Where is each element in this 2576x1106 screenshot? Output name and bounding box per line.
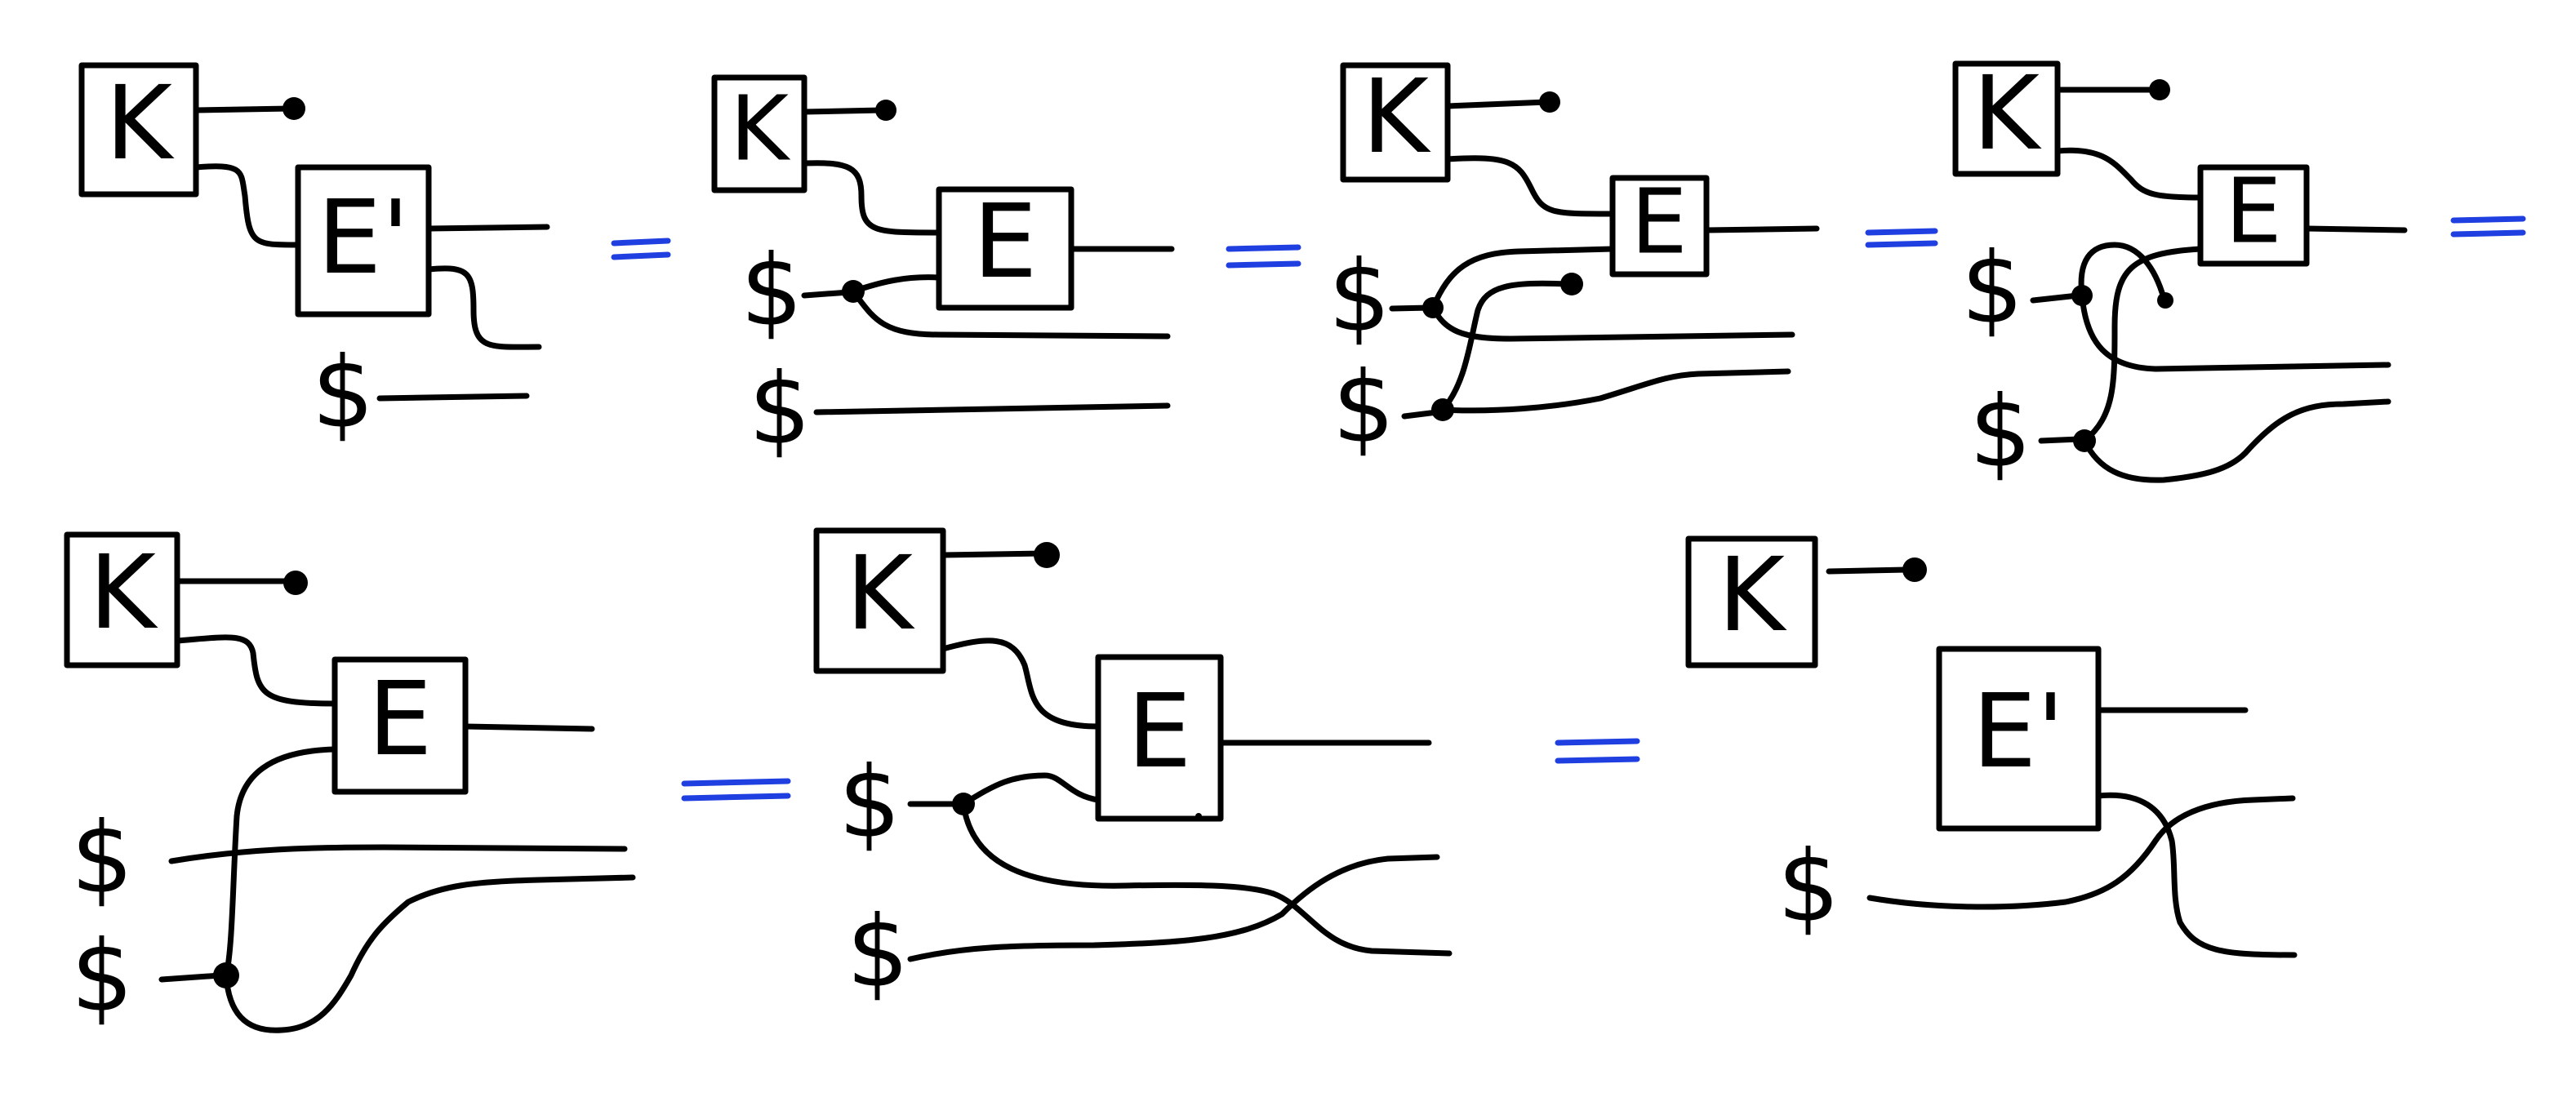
equals-bar-top xyxy=(1868,231,1935,233)
equals-bar-top xyxy=(614,241,668,243)
rand-wire-1 xyxy=(171,847,625,861)
equals-bar-top xyxy=(684,781,788,784)
enc-label: E xyxy=(2225,158,2282,263)
rand-wire-2 xyxy=(162,975,220,979)
copy-2-output-wire xyxy=(2084,402,2388,480)
key-label: K xyxy=(846,535,915,653)
copy-output-wire xyxy=(963,804,1449,953)
equals-bar-bottom xyxy=(1229,264,1298,265)
key-output-wire xyxy=(943,553,1041,555)
enc-prime-label: E' xyxy=(317,179,409,297)
copy-2-output-wire xyxy=(1443,371,1788,411)
copy-2-up-wire xyxy=(2084,249,2200,441)
equals-bar-top xyxy=(1229,247,1298,249)
equals-sign-6 xyxy=(1558,741,1637,761)
rand-wire xyxy=(380,396,527,398)
key-discard-dot xyxy=(283,97,305,120)
key-discard-dot xyxy=(1902,557,1927,582)
rand-label-1: $ xyxy=(71,802,133,916)
copy-1-up-wire xyxy=(2081,245,2164,298)
copy-2-discard-dot xyxy=(1560,273,1583,295)
enc-tail-dot xyxy=(1195,813,1202,820)
key-to-enc-wire xyxy=(2058,150,2200,198)
diagram-5: K E $ $ xyxy=(67,534,633,1034)
key-output-wire xyxy=(804,110,882,112)
copy-2-up-wire xyxy=(1443,283,1568,410)
diagram-7: K E' $ xyxy=(1688,536,2294,955)
rand-wire xyxy=(1870,798,2293,907)
equals-bar-top xyxy=(2454,219,2523,220)
rand-wire-2 xyxy=(816,406,1168,412)
rand-label-2: $ xyxy=(847,896,909,1010)
copy-1-output-wire xyxy=(1433,308,1792,339)
key-to-enc-wire xyxy=(804,163,939,233)
enc-label: E xyxy=(1631,169,1688,273)
enc-label: E xyxy=(368,660,433,779)
copy-1-output-wire xyxy=(2082,295,2388,369)
enc-output-wire xyxy=(429,227,547,229)
equals-bar-bottom xyxy=(614,255,668,257)
enc-output-wire xyxy=(2307,229,2405,230)
copy-1-to-enc-wire xyxy=(1433,249,1613,308)
equals-bar-top xyxy=(1558,741,1637,743)
diagram-4: K E $ $ xyxy=(1955,55,2405,490)
enc-prime-label: E' xyxy=(1972,673,2064,791)
enc-output-wire xyxy=(1706,229,1817,230)
key-discard-dot xyxy=(283,571,308,595)
diagram-6: K E $ $ xyxy=(816,531,1449,1010)
equals-bar-bottom xyxy=(1868,243,1935,245)
key-discard-dot xyxy=(1539,91,1560,113)
equals-sign-4 xyxy=(2454,219,2523,234)
equals-bar-bottom xyxy=(2454,233,2523,234)
key-label: K xyxy=(1718,536,1787,655)
copy-up-wire xyxy=(226,749,335,975)
rand-label: $ xyxy=(1777,831,1840,944)
equals-bar-bottom xyxy=(684,796,788,798)
equals-sign-1 xyxy=(614,241,668,257)
key-discard-dot xyxy=(2149,79,2170,100)
diagram-3: K E $ $ xyxy=(1328,58,1817,465)
rand-wire-2 xyxy=(910,857,1437,959)
copy-to-enc-wire xyxy=(853,278,939,291)
rand-label-2: $ xyxy=(71,921,133,1034)
equals-sign-3 xyxy=(1868,231,1935,245)
key-discard-dot xyxy=(875,100,896,121)
rand-label-1: $ xyxy=(741,235,803,349)
key-output-wire xyxy=(196,109,290,110)
enc-label: E xyxy=(973,183,1038,301)
copy-to-enc-wire xyxy=(963,775,1098,804)
copy-output-wire xyxy=(226,877,633,1030)
key-discard-dot xyxy=(1034,542,1060,568)
key-output-wire xyxy=(1448,102,1547,106)
rand-label-1: $ xyxy=(839,747,901,860)
enc-label: E xyxy=(1128,673,1192,791)
key-label: K xyxy=(1362,58,1431,176)
rand-wire-1 xyxy=(2033,295,2078,300)
key-label: K xyxy=(730,76,791,180)
key-label: K xyxy=(105,64,175,183)
enc-second-output-wire xyxy=(429,269,539,347)
key-label: K xyxy=(89,534,158,652)
equals-sign-5 xyxy=(684,781,788,798)
equals-sign-2 xyxy=(1229,247,1298,265)
key-to-enc-wire xyxy=(943,641,1098,726)
equals-bar-bottom xyxy=(1558,759,1637,761)
key-to-enc-wire xyxy=(177,637,335,704)
key-label: K xyxy=(1973,55,2042,173)
key-to-enc-wire xyxy=(196,167,298,245)
rand-label-2: $ xyxy=(1332,352,1395,465)
copy-1-discard-dot xyxy=(2157,292,2173,309)
enc-output-wire xyxy=(465,726,592,729)
rand-label: $ xyxy=(312,337,374,451)
diagram-2: K E $ $ xyxy=(714,76,1172,466)
rand-label-1: $ xyxy=(1328,241,1390,354)
rand-label-1: $ xyxy=(1961,233,2023,346)
diagram-1: K E' $ xyxy=(82,64,547,451)
rand-label-2: $ xyxy=(1969,376,2031,490)
rand-label-2: $ xyxy=(749,353,811,467)
key-to-enc-wire xyxy=(1448,158,1613,214)
key-output-wire xyxy=(1829,570,1906,571)
